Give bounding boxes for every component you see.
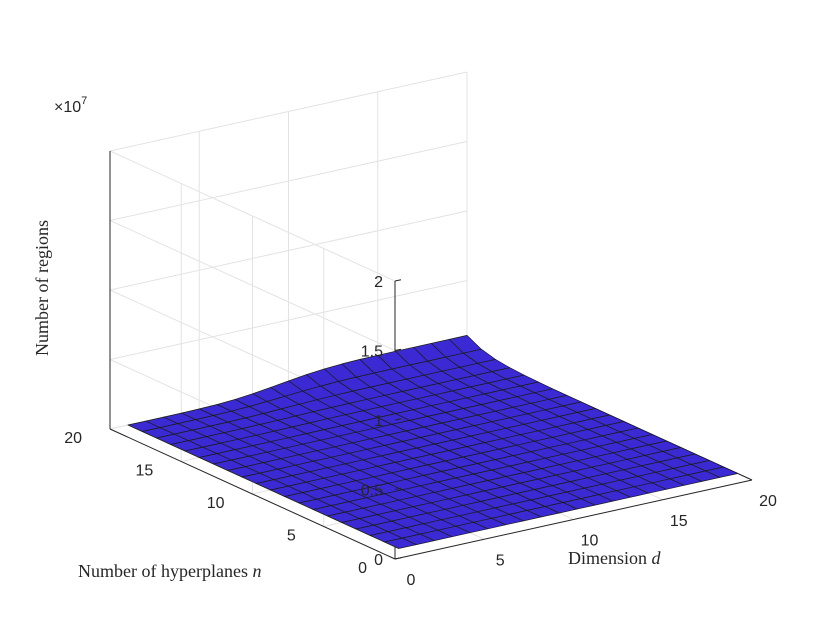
grid-line <box>109 150 396 282</box>
x-tick-label: 5 <box>496 552 505 569</box>
grid-line <box>109 141 468 221</box>
surface-plot <box>127 335 739 549</box>
z-tick-mark <box>394 557 402 560</box>
z-tick-label: 1 <box>374 413 383 430</box>
grid-line <box>109 210 468 291</box>
grid-line <box>109 220 396 351</box>
x-tick-label: 0 <box>407 572 416 589</box>
z-axis-label: Number of regions <box>32 220 52 356</box>
z-scale-label: ×107 <box>54 95 87 116</box>
axis-line <box>109 428 396 560</box>
x-tick-label: 15 <box>670 513 688 530</box>
grid-line <box>109 71 468 152</box>
z-tick-mark <box>394 487 402 490</box>
z-tick-label: 0.5 <box>361 483 383 500</box>
surface-patch <box>705 466 739 478</box>
x-tick-label: 20 <box>759 493 777 510</box>
z-tick-label: 0 <box>374 552 383 569</box>
y-tick-label: 20 <box>64 430 82 447</box>
z-tick-mark <box>394 418 402 421</box>
y-axis-label: Number of hyperplanes n <box>78 561 261 581</box>
y-tick-label: 0 <box>358 560 367 577</box>
y-tick-label: 5 <box>287 528 296 545</box>
z-tick-mark <box>394 348 402 351</box>
z-tick-label: 2 <box>374 274 383 291</box>
y-tick-label: 15 <box>135 463 153 480</box>
y-tick-label: 10 <box>207 495 225 512</box>
z-tick-label: 1.5 <box>361 344 383 361</box>
axis-line <box>394 479 753 560</box>
grid-line <box>109 280 468 360</box>
x-axis-label: Dimension d <box>568 548 662 568</box>
x-tick-label: 10 <box>581 533 599 550</box>
z-tick-mark <box>394 279 402 282</box>
